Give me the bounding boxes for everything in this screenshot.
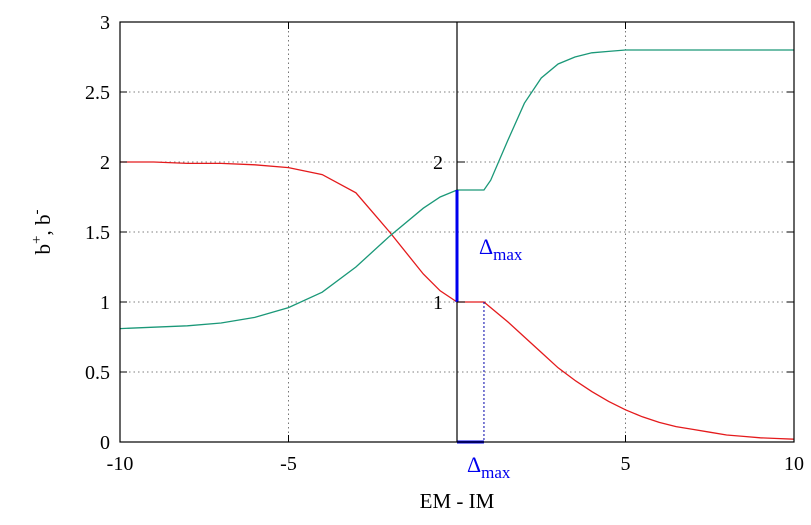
x-tick-label: 10 bbox=[784, 453, 804, 475]
delta-max-label-upper: Δmax bbox=[479, 234, 523, 264]
inset-tick-1-label: 1 bbox=[433, 292, 443, 314]
y-label-sup2: - bbox=[29, 210, 45, 215]
delta-max-label-upper-subscript: max bbox=[493, 245, 523, 264]
y-axis-label: b+, b- bbox=[29, 210, 55, 255]
y-label-base2: b bbox=[31, 215, 55, 226]
y-tick-label: 3 bbox=[100, 12, 110, 34]
y-label-sep: , bbox=[31, 225, 55, 236]
y-tick-label: 2.5 bbox=[85, 82, 110, 104]
delta-max-label-lower: Δmax bbox=[467, 452, 511, 482]
series-line-2 bbox=[119, 49, 794, 330]
curves bbox=[119, 49, 795, 440]
x-axis-label: EM - IM bbox=[420, 489, 495, 513]
y-tick-label: 1 bbox=[100, 292, 110, 314]
x-tick-label: -5 bbox=[280, 453, 297, 475]
y-tick-label: 1.5 bbox=[85, 222, 110, 244]
series-line-1 bbox=[120, 161, 795, 440]
delta-max-label-lower-subscript: max bbox=[481, 463, 511, 482]
axis-ticks: -10 -5 5 10 0 0.5 1 1.5 2 2.5 3 bbox=[85, 12, 804, 475]
y-tick-label: 2 bbox=[100, 152, 110, 174]
y-label-base1: b bbox=[31, 244, 55, 255]
x-tick-label: 5 bbox=[621, 453, 631, 475]
y-tick-label: 0.5 bbox=[85, 362, 110, 384]
y-tick-label: 0 bbox=[100, 432, 110, 454]
delta-max-label-upper-symbol: Δ bbox=[479, 234, 493, 259]
y-label-sup1: + bbox=[29, 236, 45, 244]
delta-max-label-lower-symbol: Δ bbox=[467, 452, 481, 477]
x-tick-label: -10 bbox=[107, 453, 134, 475]
inset-tick-2-label: 2 bbox=[433, 152, 443, 174]
